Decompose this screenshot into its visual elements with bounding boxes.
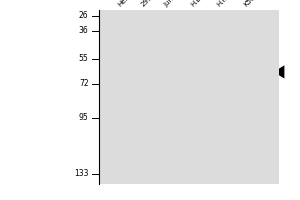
Text: 55: 55 <box>79 54 88 63</box>
FancyBboxPatch shape <box>82 68 206 76</box>
Text: 293T: 293T <box>140 0 157 8</box>
FancyBboxPatch shape <box>184 68 300 76</box>
Text: K562: K562 <box>242 0 259 8</box>
FancyBboxPatch shape <box>158 68 282 76</box>
Text: H.heart: H.heart <box>215 0 238 8</box>
FancyBboxPatch shape <box>58 68 183 76</box>
Text: 133: 133 <box>74 169 88 178</box>
Text: Hela: Hela <box>116 0 132 8</box>
Text: 72: 72 <box>79 79 88 88</box>
Text: Jurkat: Jurkat <box>163 0 182 8</box>
Text: 95: 95 <box>79 113 88 122</box>
Polygon shape <box>274 65 284 79</box>
Text: 26: 26 <box>79 11 88 20</box>
Text: 36: 36 <box>79 26 88 35</box>
FancyBboxPatch shape <box>134 68 255 76</box>
FancyBboxPatch shape <box>105 68 230 76</box>
Text: H.brain: H.brain <box>190 0 212 8</box>
